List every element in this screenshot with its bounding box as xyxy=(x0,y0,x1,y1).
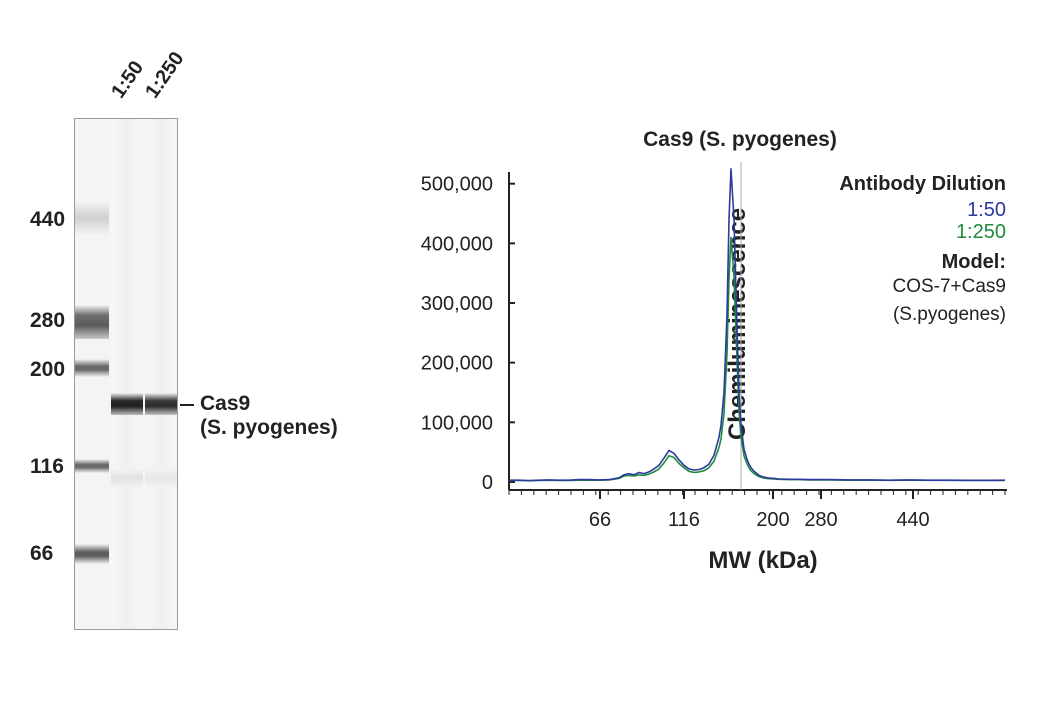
y-axis: 0 100,000 200,000 300,000 400,000 500,000 xyxy=(421,172,515,494)
chart-title: Cas9 (S. pyogenes) xyxy=(643,128,837,151)
marker-label-116: 116 xyxy=(30,455,64,478)
y-tick-label: 400,000 xyxy=(421,233,493,255)
ladder-band-280 xyxy=(75,305,109,339)
series-line-1-250 xyxy=(509,236,1005,482)
y-tick-label: 300,000 xyxy=(421,293,493,315)
x-tick-label: 200 xyxy=(756,509,789,531)
faint-band-1-50 xyxy=(111,469,143,487)
x-tick-label: 440 xyxy=(896,509,929,531)
chart-panel: Cas9 (S. pyogenes) Chemiluminescence MW … xyxy=(360,0,1040,700)
y-tick-label: 200,000 xyxy=(421,353,493,375)
cas9-label-line2: (S. pyogenes) xyxy=(200,416,338,439)
cas9-band-1-50 xyxy=(111,393,143,415)
ladder-band-66 xyxy=(75,544,109,564)
y-tick-label: 100,000 xyxy=(421,412,493,434)
ladder-band-200 xyxy=(75,359,109,377)
cas9-band-1-250 xyxy=(145,393,177,415)
gel-image xyxy=(74,118,178,630)
x-tick-label: 116 xyxy=(668,509,700,531)
ladder-lane xyxy=(75,119,109,629)
lane-1-50 xyxy=(111,119,143,629)
electropherogram-chart: Cas9 (S. pyogenes) Chemiluminescence MW … xyxy=(421,128,1007,574)
legend-model-line1: COS-7+Cas9 xyxy=(892,276,1006,297)
lane-1-250 xyxy=(145,119,177,629)
cas9-band-label: Cas9 (S. pyogenes) xyxy=(200,392,338,440)
series-lines xyxy=(509,168,1006,482)
x-axis-label: MW (kDa) xyxy=(708,547,817,574)
legend-entry-1-250: 1:250 xyxy=(956,221,1006,243)
ladder-band-440 xyxy=(75,201,109,235)
legend: Antibody Dilution 1:50 1:250 Model: COS-… xyxy=(839,173,1006,325)
marker-label-66: 66 xyxy=(30,542,54,565)
lane-label-1-50: 1:50 xyxy=(107,57,149,103)
cas9-label-line1: Cas9 xyxy=(200,392,251,415)
legend-model-label: Model: xyxy=(942,251,1006,273)
lane-label-1-250: 1:250 xyxy=(141,47,189,103)
legend-entry-1-50: 1:50 xyxy=(967,199,1006,221)
marker-label-280: 280 xyxy=(30,309,66,332)
cas9-pointer-line xyxy=(180,404,194,406)
x-tick-label: 66 xyxy=(589,509,611,531)
x-axis: 66 116 200 280 440 xyxy=(508,489,1007,531)
y-tick-label: 500,000 xyxy=(421,174,493,196)
ladder-band-116 xyxy=(75,459,109,473)
legend-title: Antibody Dilution xyxy=(839,173,1006,195)
faint-band-1-250 xyxy=(145,469,177,487)
gel-panel: 1:50 1:250 440 280 200 116 66 Cas9 (S. p… xyxy=(0,0,360,700)
legend-model-line2: (S.pyogenes) xyxy=(893,304,1006,325)
marker-label-200: 200 xyxy=(30,358,66,381)
x-tick-label: 280 xyxy=(804,509,837,531)
marker-label-440: 440 xyxy=(30,208,66,231)
series-line-1-50 xyxy=(509,168,1006,482)
y-tick-label: 0 xyxy=(482,472,493,494)
